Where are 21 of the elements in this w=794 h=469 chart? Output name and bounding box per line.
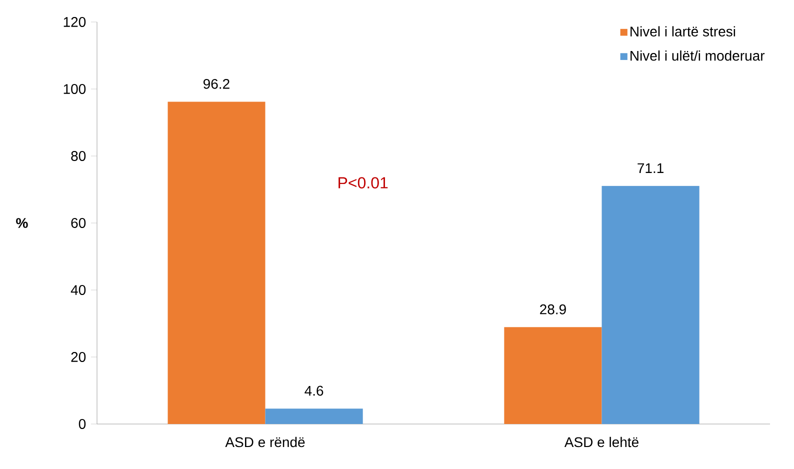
legend-label: Nivel i lartë stresi <box>630 26 736 36</box>
x-tick-label: ASD e rëndë <box>225 436 305 448</box>
x-tick-label: ASD e lehtë <box>564 436 638 448</box>
y-axis-title: % <box>16 218 28 228</box>
bar <box>504 327 602 424</box>
bar <box>265 408 363 424</box>
data-label: 71.1 <box>638 163 664 173</box>
y-tick-label: 20 <box>71 352 86 362</box>
legend-label: Nivel i ulët/i moderuar <box>630 50 765 61</box>
data-label: 4.6 <box>304 386 324 396</box>
bar <box>602 186 700 424</box>
y-tick-label: 80 <box>71 151 86 161</box>
y-tick-label: 100 <box>64 84 86 94</box>
data-label: 28.9 <box>540 304 566 314</box>
y-tick-label: 120 <box>64 17 86 27</box>
y-tick-label: 0 <box>78 419 86 429</box>
y-tick-label: 60 <box>71 218 86 228</box>
bar <box>168 102 266 424</box>
annotation: P<0.01 <box>338 177 388 188</box>
data-label: 96.2 <box>203 78 230 89</box>
y-tick-label: 40 <box>70 285 86 295</box>
